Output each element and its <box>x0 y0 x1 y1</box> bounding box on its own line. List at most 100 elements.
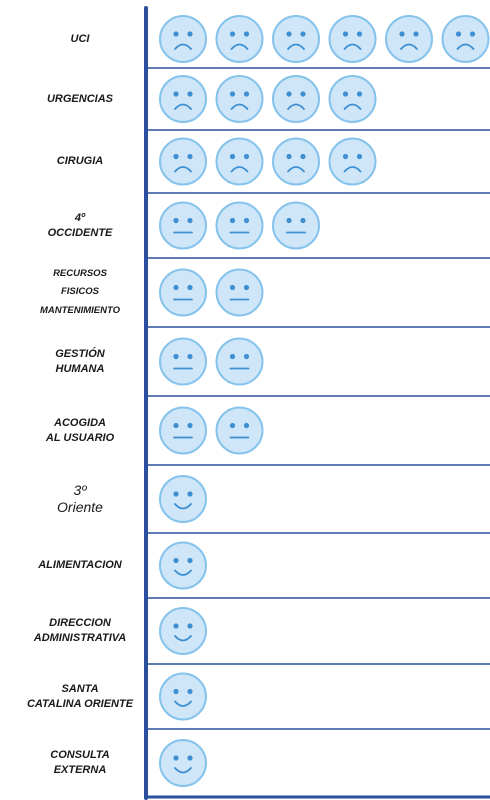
eye <box>243 284 250 291</box>
eye <box>173 755 179 761</box>
eye <box>300 31 306 37</box>
mouth <box>174 767 192 774</box>
face-icon <box>215 337 264 386</box>
face <box>159 672 207 721</box>
eye <box>342 153 349 160</box>
eye <box>187 755 193 761</box>
face <box>385 15 433 63</box>
face-icon <box>215 137 264 186</box>
category-label: ACOGIDA AL USUARIO <box>45 416 115 444</box>
eye <box>229 153 236 160</box>
face-icon <box>159 541 207 590</box>
eye <box>229 217 236 224</box>
category-label: SANTA CATALINA ORIENTE <box>26 682 134 710</box>
face-icon <box>159 672 207 721</box>
face <box>159 75 207 123</box>
face-icon <box>272 201 320 250</box>
face <box>215 406 264 455</box>
face-icon <box>159 739 207 787</box>
category-label: DIRECCION ADMINISTRATIVA <box>33 617 127 644</box>
eye <box>243 31 250 37</box>
mouth <box>174 700 192 707</box>
face-icon <box>385 15 433 63</box>
eye <box>243 153 250 160</box>
eye <box>300 153 306 160</box>
eye <box>356 153 363 160</box>
category-label: CONSULTA EXTERNA <box>50 749 110 776</box>
eye <box>187 688 193 695</box>
category-label: URGENCIAS <box>46 92 113 105</box>
face <box>441 15 490 63</box>
face <box>159 739 207 787</box>
face-icon <box>159 268 207 317</box>
mouth <box>456 43 475 50</box>
mouth <box>400 43 418 50</box>
face <box>328 75 377 123</box>
category-label: UCI <box>70 32 90 45</box>
eye <box>286 31 292 37</box>
face <box>159 541 207 590</box>
eye <box>187 153 193 160</box>
eye <box>229 353 236 360</box>
eye <box>173 217 179 224</box>
face-icon <box>272 137 320 186</box>
eye <box>173 284 179 291</box>
face <box>215 201 264 250</box>
face <box>159 475 207 523</box>
category-label: ALIMENTACION <box>38 559 122 572</box>
face-icon <box>215 15 264 63</box>
category-label: RECURSOS FISICOS MANTENIMIENTO <box>39 268 121 316</box>
face-icon <box>159 406 207 455</box>
face-icon <box>159 337 207 386</box>
face-icon <box>328 75 377 123</box>
face-icon <box>215 268 264 317</box>
eye <box>187 353 193 360</box>
eye <box>173 422 179 429</box>
mouth <box>174 569 192 576</box>
eye <box>229 91 236 97</box>
face <box>159 406 207 455</box>
face <box>159 607 207 655</box>
face <box>215 137 264 186</box>
face-icon <box>328 137 377 186</box>
face <box>215 15 264 63</box>
eye <box>356 91 363 97</box>
face-icon <box>159 475 207 523</box>
mouth <box>343 103 362 110</box>
eye <box>286 91 292 97</box>
face <box>159 337 207 386</box>
mouth <box>174 635 192 642</box>
mouth <box>174 503 192 510</box>
eye <box>173 353 179 360</box>
mouth <box>230 166 249 173</box>
eye <box>399 31 405 37</box>
face-icon <box>159 75 207 123</box>
face-icon <box>215 75 264 123</box>
eye <box>356 31 363 37</box>
eye <box>187 623 193 629</box>
face <box>328 15 377 63</box>
category-label: 3º Oriente <box>57 481 103 516</box>
eye <box>187 491 193 497</box>
eye <box>286 153 292 160</box>
face <box>272 137 320 186</box>
eye <box>342 91 349 97</box>
face-icon <box>215 201 264 250</box>
eye <box>243 91 250 97</box>
eye <box>413 31 419 37</box>
eye <box>243 422 250 429</box>
mouth <box>174 43 192 50</box>
eye <box>187 557 193 564</box>
eye <box>229 422 236 429</box>
face-icon <box>272 75 320 123</box>
eye <box>243 217 250 224</box>
eye <box>187 422 193 429</box>
mouth <box>174 103 192 110</box>
mouth <box>230 43 249 50</box>
category-label: GESTIÓN HUMANA <box>55 347 105 375</box>
mouth <box>343 43 362 50</box>
eye <box>173 623 179 629</box>
eye <box>173 557 179 564</box>
